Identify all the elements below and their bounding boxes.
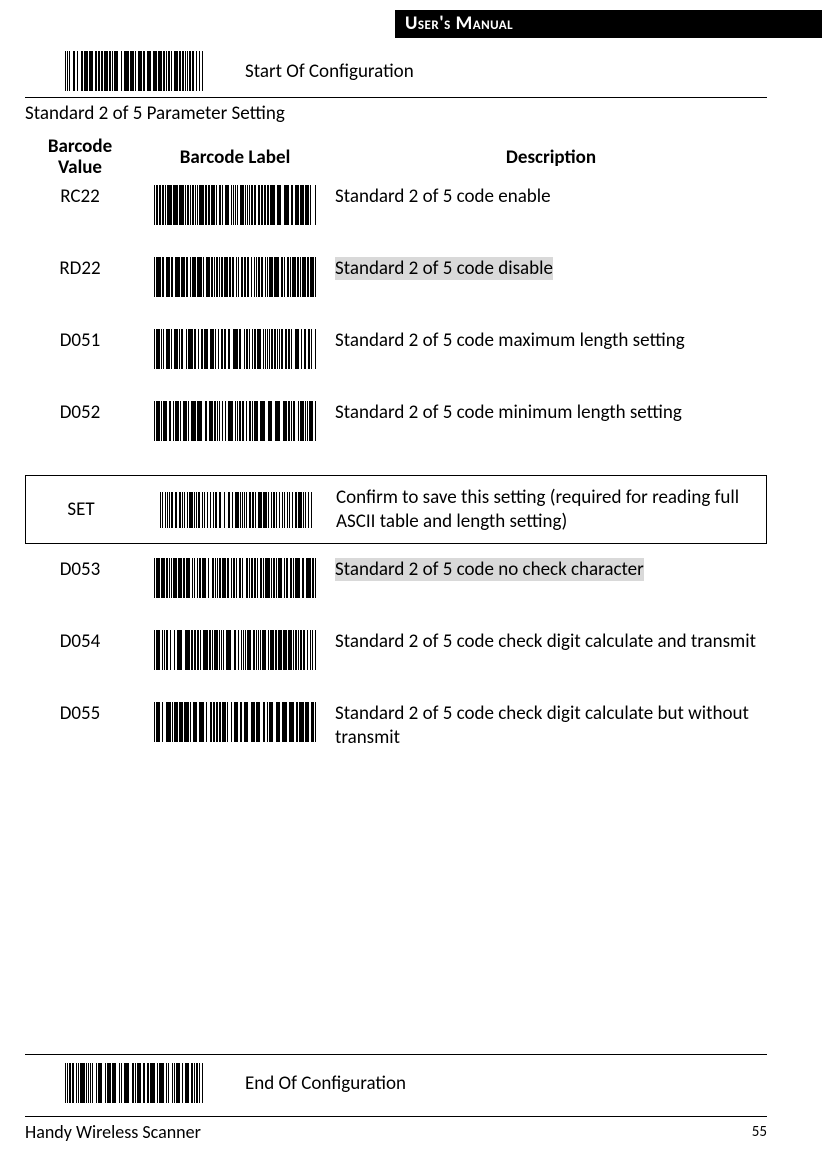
end-config-label: End Of Configuration [245,1072,406,1095]
row-description: Standard 2 of 5 code check digit calcula… [335,630,767,654]
row-barcode-cell [145,702,325,742]
table-row: RC22 Standard 2 of 5 code enable [25,181,767,253]
row-description: Standard 2 of 5 code check digit calcula… [335,702,767,750]
row-barcode-cell [145,558,325,598]
row-value: RC22 [25,185,135,208]
header-title: User's Manual [405,12,513,35]
row-barcode-cell [145,329,325,369]
row-description: Standard 2 of 5 code disable [335,257,767,281]
row-barcode-cell [145,401,325,441]
row-value: D051 [25,329,135,352]
end-config-barcode [65,1063,205,1103]
boxed-desc: Confirm to save this setting (required f… [336,486,760,534]
table-row: D051 Standard 2 of 5 code maximum length … [25,325,767,397]
table-row: D052 Standard 2 of 5 code minimum length … [25,397,767,469]
boxed-set-row: SET Confirm to save this setting (requir… [25,475,767,545]
header-col1: Barcode Value [25,137,135,179]
start-config-row: Start Of Configuration [25,43,767,98]
row-value: D053 [25,558,135,581]
header-col3: Description [335,146,767,169]
table-row: D053 Standard 2 of 5 code no check charac… [25,554,767,626]
header-bar: User's Manual [395,10,822,38]
row-value: D055 [25,702,135,725]
table-row: RD22 Standard 2 of 5 code disable [25,253,767,325]
header-col2: Barcode Label [145,146,325,169]
row-description: Standard 2 of 5 code no check character [335,558,767,582]
row-description: Standard 2 of 5 code minimum length sett… [335,401,767,425]
row-description: Standard 2 of 5 code enable [335,185,767,209]
section-title: Standard 2 of 5 Parameter Setting [25,102,767,125]
end-config-row: End Of Configuration [25,1054,767,1109]
boxed-value: SET [26,498,136,521]
footer-product: Handy Wireless Scanner [25,1121,201,1143]
boxed-barcode-cell [146,492,326,528]
footer-page: 55 [752,1123,767,1141]
row-barcode-cell [145,185,325,225]
table-row: D055 Standard 2 of 5 code check digit cal… [25,698,767,778]
table-header-row: Barcode Value Barcode Label Description [25,137,767,181]
start-config-barcode [65,51,205,91]
row-barcode-cell [145,630,325,670]
row-value: D054 [25,630,135,653]
row-barcode-cell [145,257,325,297]
start-config-label: Start Of Configuration [245,60,414,83]
page-footer: Handy Wireless Scanner 55 [25,1116,767,1143]
row-description: Standard 2 of 5 code maximum length sett… [335,329,767,353]
parameter-table: Barcode Value Barcode Label Description … [25,137,767,778]
row-value: RD22 [25,257,135,280]
row-value: D052 [25,401,135,424]
table-row: D054 Standard 2 of 5 code check digit cal… [25,626,767,698]
